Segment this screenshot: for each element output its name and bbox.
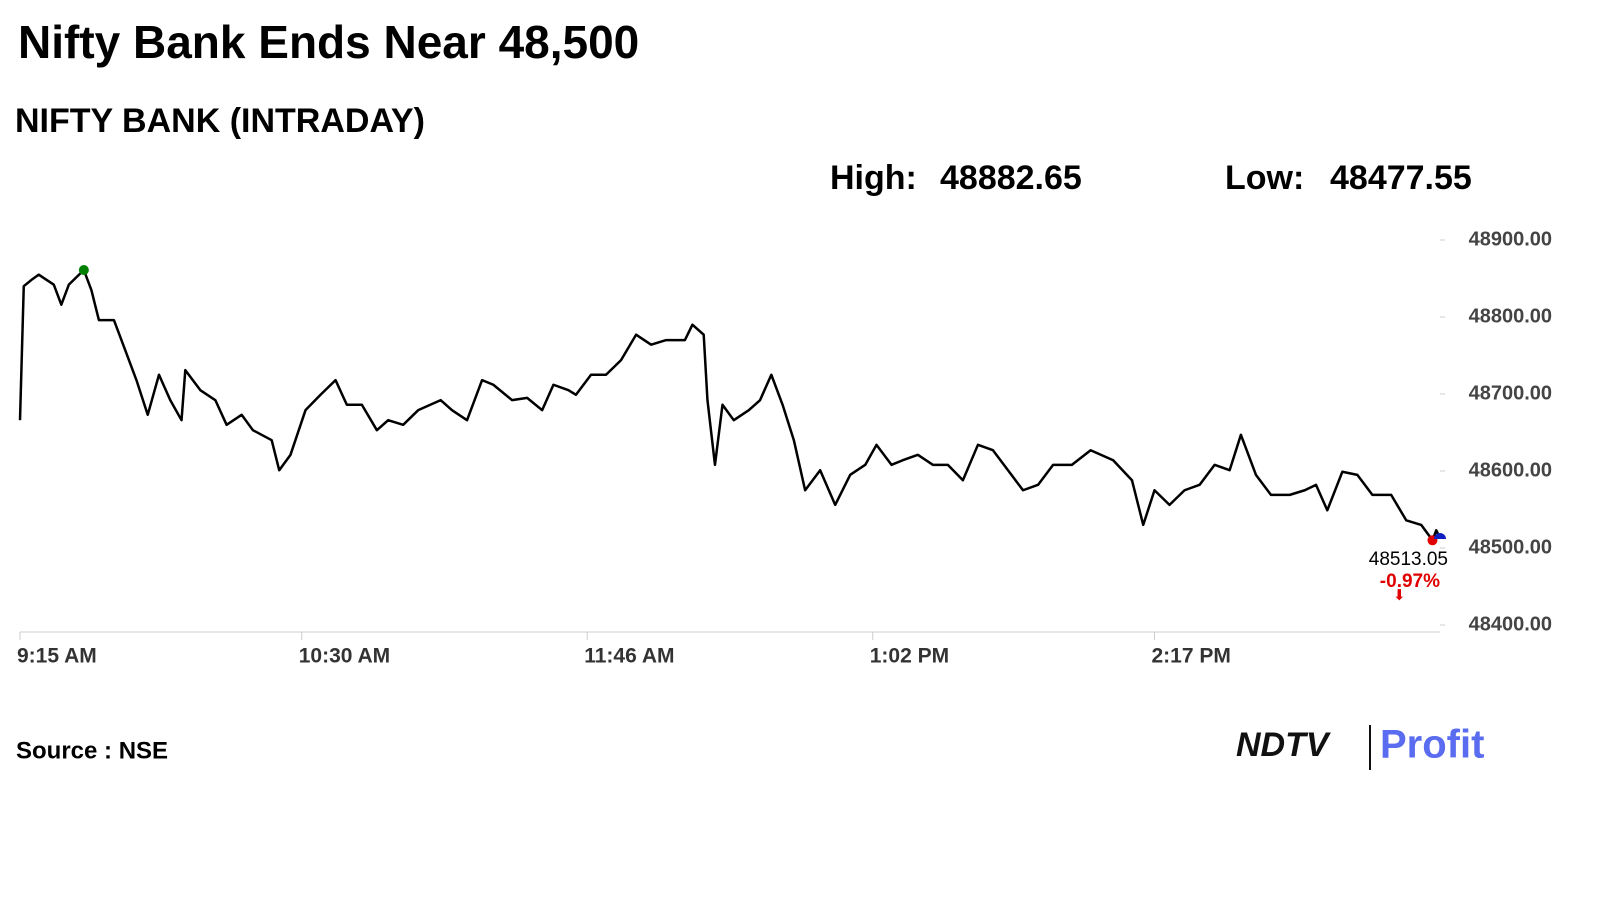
close-marker	[1434, 532, 1446, 539]
y-tick-label: 48500.00	[1469, 536, 1552, 558]
y-tick-label: 48700.00	[1469, 382, 1552, 404]
chart-title: Nifty Bank Ends Near 48,500	[18, 16, 639, 68]
high-dot	[78, 265, 89, 276]
x-tick-label: 10:30 AM	[299, 645, 390, 668]
low-label: Low:	[1225, 159, 1304, 197]
x-tick-label: 1:02 PM	[870, 645, 949, 668]
close-label: 48513.05	[1369, 549, 1448, 570]
logo-ndtv: NDTV	[1236, 726, 1332, 764]
change-arrow: ⬇	[1393, 587, 1406, 604]
y-tick-label: 48800.00	[1469, 305, 1552, 327]
x-tick-label: 11:46 AM	[584, 645, 674, 668]
x-tick-label: 2:17 PM	[1151, 645, 1230, 668]
change-label: -0.97%	[1380, 571, 1440, 592]
x-tick-label: 9:15 AM	[17, 645, 97, 668]
high-value: 48882.65	[940, 159, 1082, 197]
chart-subtitle: NIFTY BANK (INTRADAY)	[15, 102, 425, 140]
low-value: 48477.55	[1330, 159, 1472, 197]
logo-profit: Profit	[1380, 723, 1484, 767]
y-tick-label: 48600.00	[1469, 459, 1552, 481]
y-tick-label: 48400.00	[1469, 613, 1552, 635]
high-label: High:	[830, 159, 917, 197]
price-line	[18, 268, 1442, 542]
y-tick-label: 48900.00	[1469, 228, 1552, 250]
source: Source : NSE	[16, 737, 168, 764]
